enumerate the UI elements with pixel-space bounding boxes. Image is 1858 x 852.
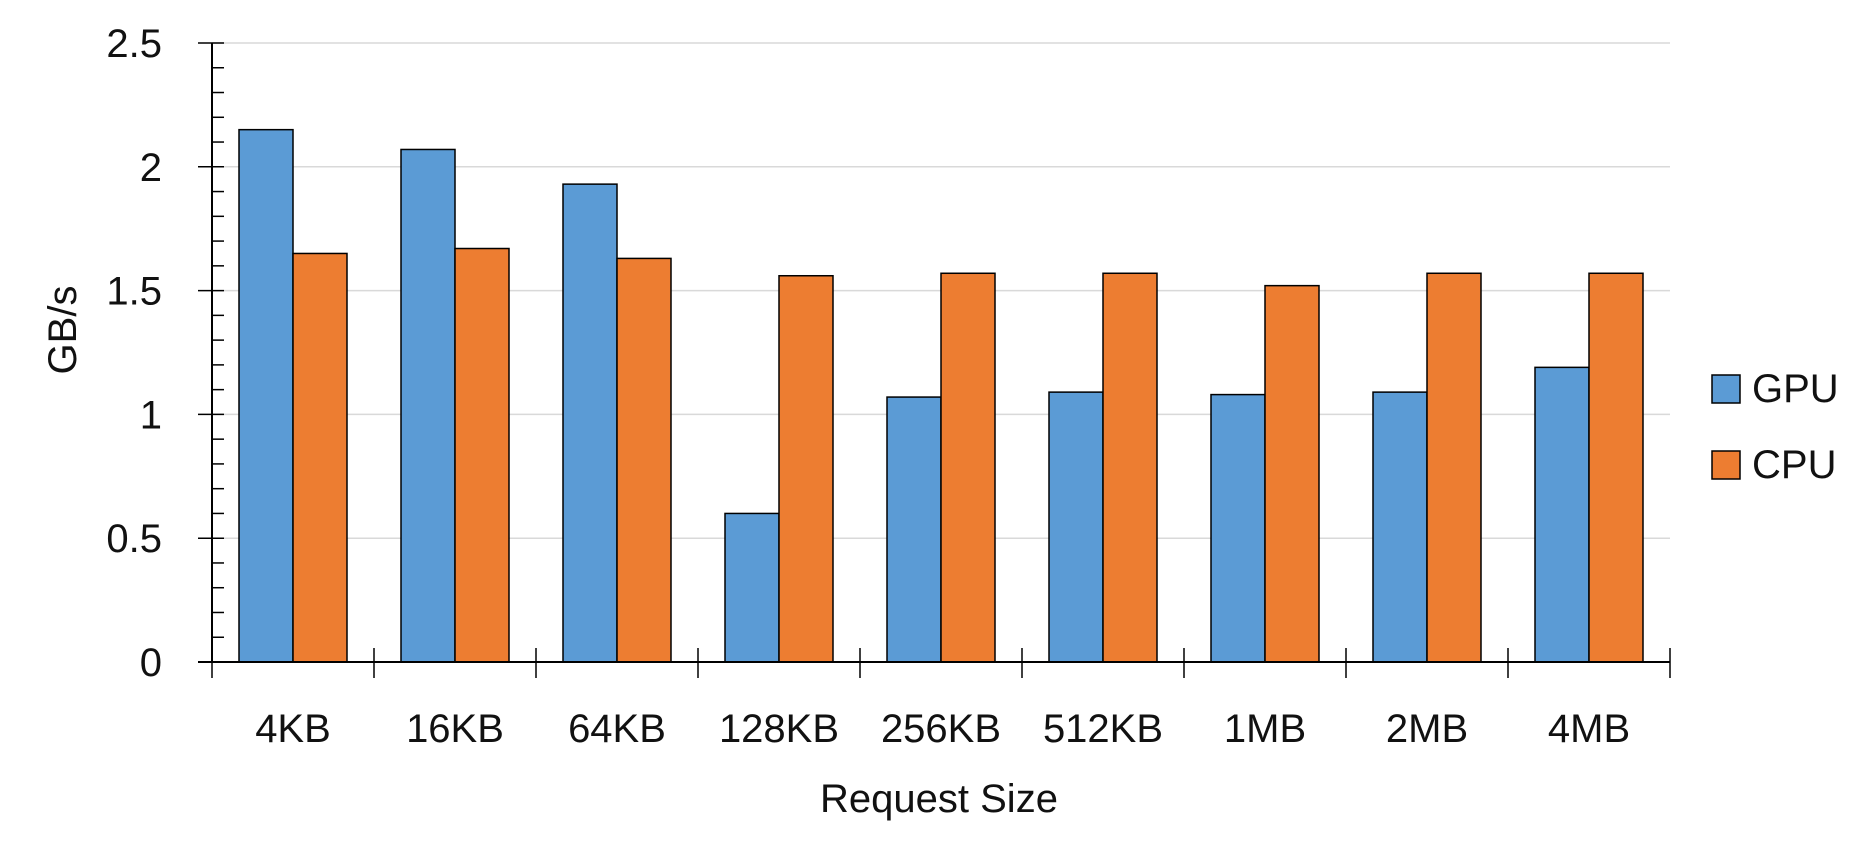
bar-cpu-64kb — [616, 257, 672, 663]
bar-cpu-128kb — [778, 274, 834, 663]
legend-swatch-gpu — [1711, 374, 1741, 404]
x-tick-label: 64KB — [568, 707, 666, 751]
y-tick-label: 2 — [140, 146, 162, 190]
y-tick-label: 1 — [140, 393, 162, 437]
bar-gpu-64kb — [562, 183, 618, 663]
bar-gpu-2mb — [1372, 391, 1428, 663]
bar-gpu-16kb — [400, 148, 456, 663]
x-tick-label: 16KB — [406, 707, 504, 751]
legend-label-cpu: CPU — [1752, 443, 1836, 487]
bar-cpu-16kb — [454, 247, 510, 663]
x-tick-label: 512KB — [1043, 707, 1163, 751]
x-tick-label: 4KB — [255, 707, 331, 751]
y-tick-labels: 0 0.5 1 1.5 2 2.5 — [106, 22, 162, 685]
bar-cpu-256kb — [940, 272, 996, 663]
x-tick-label: 4MB — [1548, 707, 1630, 751]
bars — [238, 128, 1644, 663]
y-tick-label: 0.5 — [106, 517, 162, 561]
x-tick-label: 128KB — [719, 707, 839, 751]
bar-gpu-1mb — [1210, 393, 1266, 663]
legend-label-gpu: GPU — [1752, 367, 1839, 411]
x-tick-label: 1MB — [1224, 707, 1306, 751]
x-tick-label: 256KB — [881, 707, 1001, 751]
bar-gpu-4mb — [1534, 366, 1590, 663]
y-axis-title: GB/s — [41, 286, 85, 375]
legend-swatch-cpu — [1711, 450, 1741, 480]
bar-cpu-1mb — [1264, 284, 1320, 663]
bar-cpu-512kb — [1102, 272, 1158, 663]
bar-cpu-4mb — [1588, 272, 1644, 663]
legend: GPU CPU — [1711, 367, 1839, 487]
bar-gpu-256kb — [886, 396, 942, 663]
bar-gpu-512kb — [1048, 391, 1104, 663]
bar-cpu-4kb — [292, 252, 348, 663]
y-tick-label: 0 — [140, 641, 162, 685]
y-tick-label: 2.5 — [106, 22, 162, 66]
axes — [198, 42, 1671, 678]
bar-gpu-4kb — [238, 128, 294, 663]
x-tick-label: 2MB — [1386, 707, 1468, 751]
bar-cpu-2mb — [1426, 272, 1482, 663]
x-tick-labels: 4KB 16KB 64KB 128KB 256KB 512KB 1MB 2MB 4MB — [255, 707, 1630, 751]
bar-gpu-128kb — [724, 512, 780, 663]
x-axis-title: Request Size — [820, 777, 1058, 821]
y-tick-label: 1.5 — [106, 270, 162, 314]
